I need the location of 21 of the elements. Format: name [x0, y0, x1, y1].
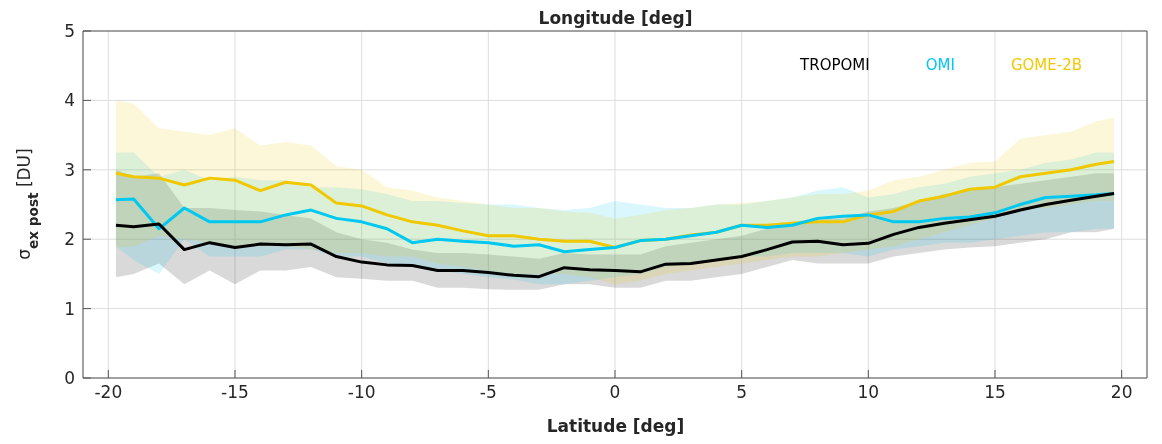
- y-tick-label: 1: [64, 298, 75, 319]
- x-tick-label: 20: [1110, 382, 1133, 403]
- x-tick-label: -20: [94, 382, 123, 403]
- x-tick-label: 15: [984, 382, 1006, 403]
- line-series: [114, 191, 1116, 279]
- x-tick-label: -15: [221, 382, 249, 403]
- y-tick-label: 3: [64, 159, 75, 180]
- y-tick-label: 5: [64, 21, 75, 42]
- x-tick-label: 10: [857, 382, 880, 403]
- y-tick-label: 0: [64, 368, 75, 389]
- x-tick-label: 0: [609, 382, 621, 403]
- chart-title: Longitude [deg]: [538, 8, 693, 28]
- text: GOME-2B: [1010, 56, 1082, 74]
- x-axis-title: Latitude [deg]: [546, 416, 685, 436]
- x-tick-label: -10: [347, 382, 376, 403]
- y-tick-label: 4: [64, 90, 75, 111]
- y-tick-label: 2: [64, 229, 75, 250]
- x-tick-label: 5: [736, 382, 748, 403]
- text: OMI: [925, 56, 955, 74]
- x-tick-label: -5: [479, 382, 497, 403]
- text: TROPOMI: [800, 56, 870, 74]
